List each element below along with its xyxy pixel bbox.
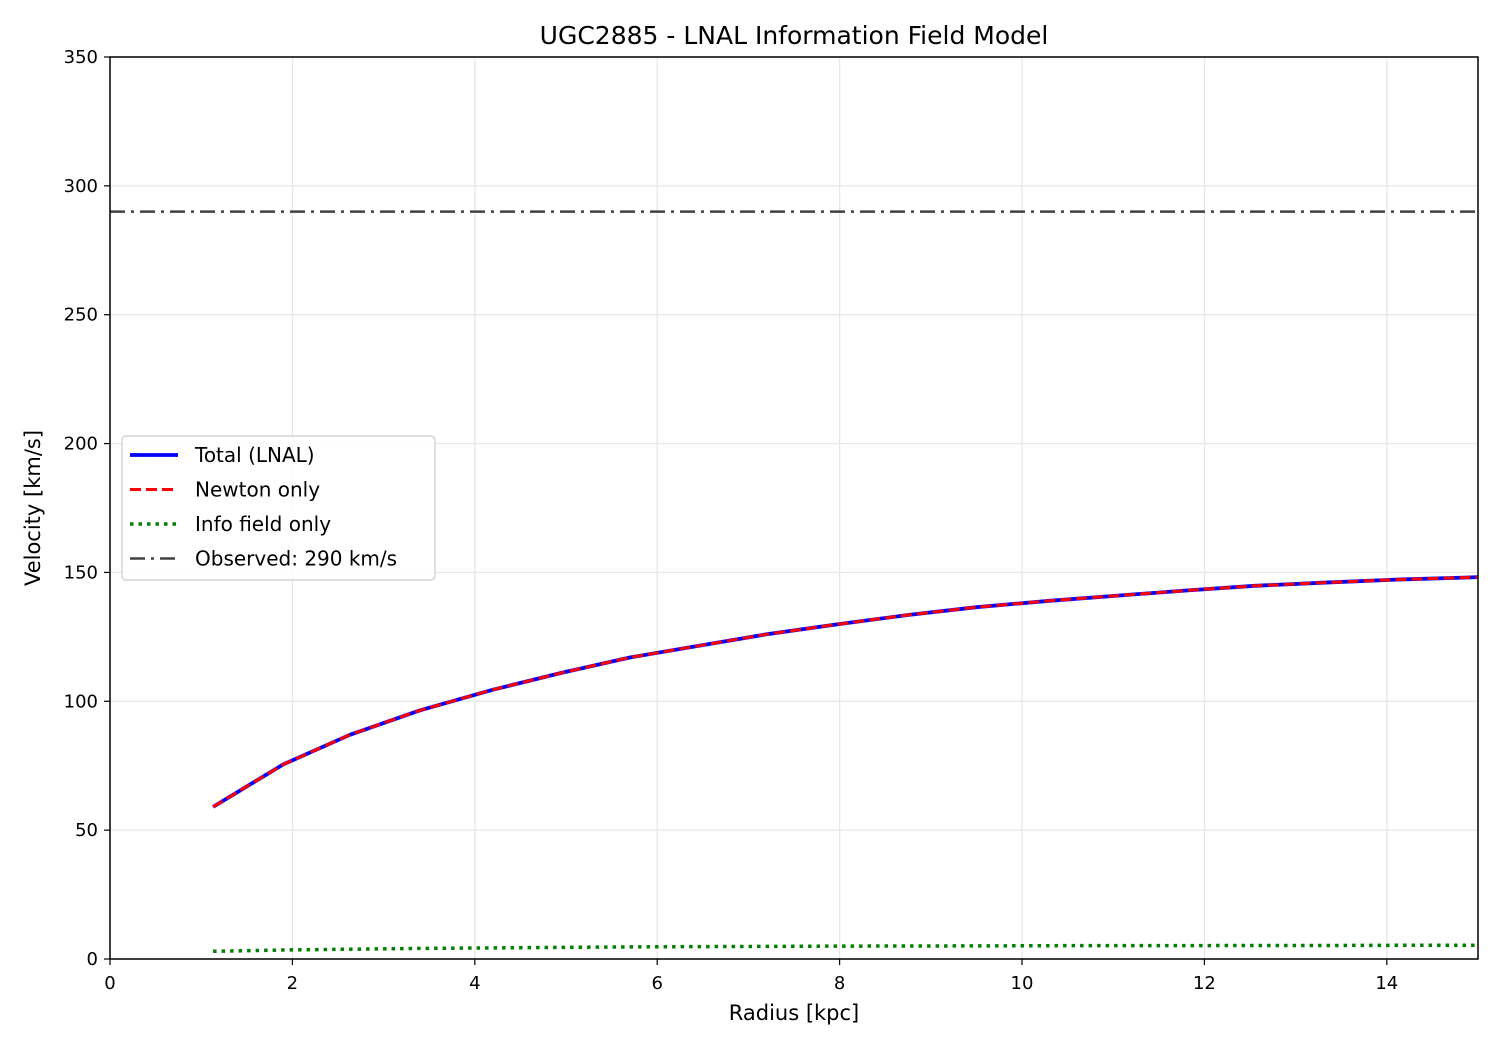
legend-label-3: Observed: 290 km/s [195,547,397,571]
x-axis-label: Radius [kpc] [729,1001,860,1025]
x-tick-label: 6 [651,973,662,994]
x-tick-label: 12 [1193,973,1216,994]
series-line-1 [212,575,1479,809]
plot-lines [110,210,1479,954]
ticks: 0 2 4 6 8 10 12 14 0 50 100 150 200 250 300 350 [64,47,1399,994]
y-tick-label: 200 [64,434,98,455]
legend: Total (LNAL) Newton only Info field only Ob… [121,435,436,581]
legend-label-1: Newton only [195,478,320,502]
series-line-2 [213,943,1478,954]
y-axis-label: Velocity [km/s] [21,430,45,586]
x-tick-label: 10 [1011,973,1034,994]
series-line-0 [212,575,1479,809]
y-tick-label: 300 [64,176,98,197]
chart-title: UGC2885 - LNAL Information Field Model [540,21,1049,50]
y-tick-label: 350 [64,47,98,68]
y-tick-label: 250 [64,305,98,326]
y-tick-label: 150 [64,562,98,583]
x-tick-label: 2 [287,973,298,994]
x-tick-label: 4 [469,973,480,994]
legend-label-2: Info field only [195,512,331,536]
x-tick-label: 14 [1375,973,1398,994]
x-tick-label: 8 [834,973,845,994]
y-tick-label: 50 [75,820,98,841]
legend-box [121,435,436,581]
x-tick-label: 0 [104,973,115,994]
y-tick-label: 0 [87,949,98,970]
y-tick-label: 100 [64,691,98,712]
axes-frame [109,56,1479,960]
legend-label-0: Total (LNAL) [194,443,315,467]
